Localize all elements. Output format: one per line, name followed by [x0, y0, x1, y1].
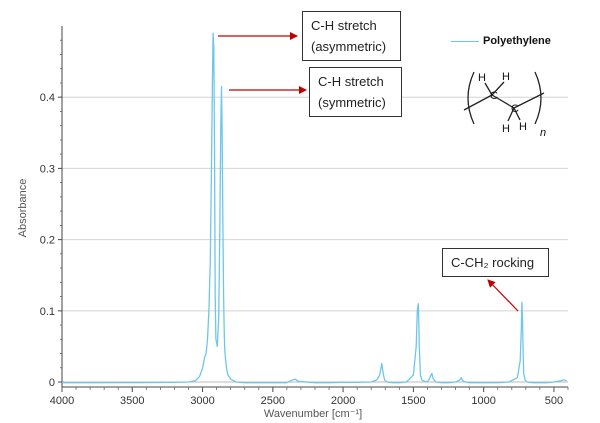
atom-c1: C — [490, 90, 498, 102]
y-tick-label-3: 0.3 — [40, 163, 55, 175]
bond-left — [463, 94, 493, 111]
arrow-rocking — [487, 279, 519, 312]
annotation-asymmetric: C-H stretch (asymmetric) — [302, 11, 401, 61]
bond-cc — [491, 94, 515, 109]
x-tick-label-4: 2000 — [331, 395, 355, 407]
x-tick-label-3: 2500 — [261, 395, 285, 407]
right-bracket — [534, 71, 542, 125]
x-tick-label-0: 4000 — [50, 395, 74, 407]
legend-swatch — [451, 40, 479, 42]
y-tick-label-2: 0.2 — [40, 235, 55, 247]
annotation-symmetric: C-H stretch (symmetric) — [309, 67, 402, 117]
x-tick-label-1: 3500 — [120, 395, 144, 407]
bond-c2-h4 — [513, 107, 521, 121]
x-tick-label-5: 1500 — [401, 395, 425, 407]
annotation-rocking-line-1: C-CH₂ rocking — [451, 255, 535, 270]
axes — [58, 26, 569, 392]
x-tick-label-6: 1000 — [471, 395, 495, 407]
tick-labels: 0 0.1 0.2 0.3 0.4 4000 3500 3000 2500 2000 1500 100… — [40, 92, 563, 407]
y-tick-label-4: 0.4 — [40, 92, 55, 104]
annotation-asymmetric-line-2: (asymmetric) — [311, 39, 387, 54]
x-tick-label-2: 3000 — [190, 395, 214, 407]
x-tick-label-7: 500 — [545, 395, 563, 407]
bond-c2-h3 — [507, 107, 515, 122]
atom-h2: H — [502, 71, 510, 83]
annotation-symmetric-line-2: (symmetric) — [318, 95, 386, 110]
x-axis-title: Wavenumber [cm⁻¹] — [264, 408, 362, 420]
annotation-rocking: C-CH₂ rocking — [442, 248, 549, 277]
annotation-asymmetric-line-1: C-H stretch — [311, 18, 377, 33]
atom-h1: H — [478, 72, 486, 84]
annotation-symmetric-line-1: C-H stretch — [318, 74, 384, 89]
legend: Polyethylene — [451, 35, 551, 47]
y-axis-title: Absorbance — [17, 179, 29, 238]
bond-c1-h1 — [484, 82, 493, 96]
series-layer — [62, 32, 567, 384]
structure-atoms: H H C C H H n — [478, 71, 546, 139]
polyethylene-structure — [463, 71, 545, 125]
atom-h3: H — [502, 123, 510, 135]
left-bracket — [467, 71, 475, 125]
atom-h4: H — [519, 121, 527, 133]
y-tick-label-0: 0 — [49, 377, 55, 389]
bond-right — [513, 92, 545, 109]
legend-label: Polyethylene — [483, 35, 551, 47]
gridlines — [62, 96, 568, 383]
series-line-0 — [62, 32, 567, 384]
atom-c2: C — [511, 103, 519, 115]
bond-c1-h2 — [491, 81, 505, 96]
repeat-n: n — [540, 127, 546, 139]
y-tick-label-1: 0.1 — [40, 306, 55, 318]
